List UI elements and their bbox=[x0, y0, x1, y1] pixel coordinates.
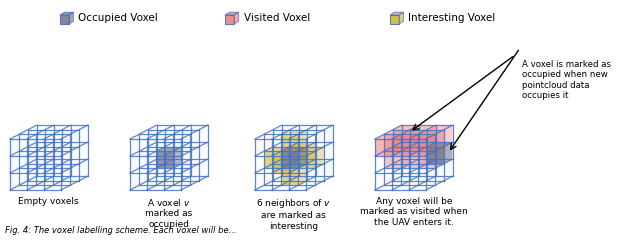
Polygon shape bbox=[60, 15, 69, 24]
Polygon shape bbox=[393, 130, 410, 147]
Polygon shape bbox=[264, 151, 281, 168]
Polygon shape bbox=[444, 125, 452, 147]
Text: A voxel is marked as
occupied when new
pointcloud data
occupies it: A voxel is marked as occupied when new p… bbox=[522, 60, 611, 100]
Polygon shape bbox=[156, 151, 173, 168]
Polygon shape bbox=[444, 142, 452, 164]
Polygon shape bbox=[399, 12, 403, 24]
Polygon shape bbox=[281, 147, 290, 168]
Text: A voxel $v$
marked as
occupied: A voxel $v$ marked as occupied bbox=[145, 197, 193, 229]
Polygon shape bbox=[418, 151, 435, 168]
Polygon shape bbox=[390, 12, 403, 15]
Polygon shape bbox=[409, 134, 418, 156]
Polygon shape bbox=[60, 12, 74, 15]
Polygon shape bbox=[130, 125, 207, 139]
Text: 6 neighbors of $v$
are marked as
interesting: 6 neighbors of $v$ are marked as interes… bbox=[256, 197, 332, 231]
Polygon shape bbox=[409, 139, 426, 156]
Polygon shape bbox=[426, 134, 435, 156]
Polygon shape bbox=[289, 151, 298, 173]
Polygon shape bbox=[61, 125, 88, 190]
Text: Occupied Voxel: Occupied Voxel bbox=[79, 13, 158, 23]
Polygon shape bbox=[281, 147, 307, 151]
Polygon shape bbox=[427, 147, 444, 164]
Polygon shape bbox=[272, 156, 289, 173]
Polygon shape bbox=[418, 134, 435, 151]
Polygon shape bbox=[435, 147, 444, 168]
Polygon shape bbox=[418, 130, 444, 134]
Polygon shape bbox=[255, 125, 333, 139]
Polygon shape bbox=[427, 142, 452, 147]
Polygon shape bbox=[392, 134, 401, 156]
Polygon shape bbox=[10, 139, 61, 190]
Polygon shape bbox=[298, 147, 307, 168]
Polygon shape bbox=[281, 134, 298, 151]
Polygon shape bbox=[375, 139, 426, 190]
Polygon shape bbox=[392, 139, 409, 156]
Polygon shape bbox=[401, 147, 410, 168]
Polygon shape bbox=[410, 130, 427, 147]
Polygon shape bbox=[418, 147, 427, 168]
Polygon shape bbox=[392, 134, 418, 139]
Polygon shape bbox=[234, 12, 239, 24]
Text: Fig. 4: The voxel labelling scheme. Each voxel will be...: Fig. 4: The voxel labelling scheme. Each… bbox=[5, 226, 237, 235]
Text: Interesting Voxel: Interesting Voxel bbox=[408, 13, 496, 23]
Polygon shape bbox=[375, 134, 401, 139]
Polygon shape bbox=[264, 147, 290, 151]
Polygon shape bbox=[298, 164, 307, 186]
Polygon shape bbox=[427, 130, 444, 147]
Polygon shape bbox=[401, 130, 410, 151]
Polygon shape bbox=[390, 15, 399, 24]
Polygon shape bbox=[418, 147, 444, 151]
Text: Visited Voxel: Visited Voxel bbox=[243, 13, 310, 23]
Polygon shape bbox=[298, 130, 307, 151]
Polygon shape bbox=[290, 142, 316, 147]
Polygon shape bbox=[401, 130, 427, 134]
Polygon shape bbox=[272, 151, 298, 156]
Polygon shape bbox=[298, 147, 324, 151]
Polygon shape bbox=[281, 164, 307, 168]
Polygon shape bbox=[409, 134, 435, 139]
Polygon shape bbox=[181, 125, 207, 190]
Polygon shape bbox=[306, 125, 333, 190]
Polygon shape bbox=[384, 134, 401, 151]
Polygon shape bbox=[427, 125, 452, 130]
Polygon shape bbox=[156, 147, 182, 151]
Polygon shape bbox=[255, 139, 306, 190]
Polygon shape bbox=[375, 139, 392, 156]
Polygon shape bbox=[401, 134, 418, 151]
Polygon shape bbox=[10, 125, 88, 139]
Polygon shape bbox=[435, 130, 444, 151]
Polygon shape bbox=[298, 151, 315, 168]
Polygon shape bbox=[401, 151, 418, 168]
Polygon shape bbox=[130, 139, 181, 190]
Polygon shape bbox=[281, 151, 298, 168]
Polygon shape bbox=[410, 125, 435, 130]
Polygon shape bbox=[281, 168, 298, 186]
Polygon shape bbox=[426, 125, 452, 190]
Polygon shape bbox=[281, 130, 307, 134]
Polygon shape bbox=[384, 151, 401, 168]
Text: Empty voxels: Empty voxels bbox=[19, 197, 79, 206]
Polygon shape bbox=[173, 147, 182, 168]
Polygon shape bbox=[375, 125, 452, 139]
Polygon shape bbox=[384, 130, 410, 134]
Text: Any voxel will be
marked as visited when
the UAV enters it.: Any voxel will be marked as visited when… bbox=[360, 197, 468, 227]
Polygon shape bbox=[225, 15, 234, 24]
Polygon shape bbox=[427, 125, 435, 147]
Polygon shape bbox=[290, 147, 307, 164]
Polygon shape bbox=[315, 147, 324, 168]
Polygon shape bbox=[418, 130, 427, 151]
Polygon shape bbox=[401, 147, 427, 151]
Polygon shape bbox=[410, 125, 419, 147]
Polygon shape bbox=[69, 12, 74, 24]
Polygon shape bbox=[225, 12, 239, 15]
Polygon shape bbox=[384, 147, 410, 151]
Polygon shape bbox=[307, 142, 316, 164]
Polygon shape bbox=[393, 125, 419, 130]
